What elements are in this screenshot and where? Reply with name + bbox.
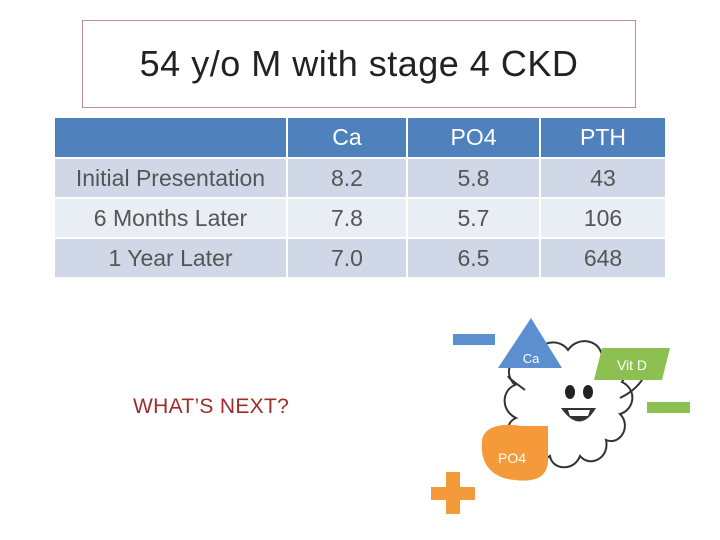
header-empty: [55, 118, 288, 159]
row-label: 6 Months Later: [55, 198, 288, 239]
right-eye-icon: [583, 385, 593, 399]
plus-icon: [431, 472, 475, 514]
po4-label: PO4: [498, 450, 526, 466]
ca-value: 7.0: [287, 238, 408, 279]
table-row: Initial Presentation 8.2 5.8 43: [55, 158, 667, 199]
minus-icon: [453, 334, 495, 345]
po4-value: 5.7: [407, 198, 541, 239]
vitd-shape-icon: [594, 348, 670, 380]
ca-value: 8.2: [287, 158, 408, 199]
ca-value: 7.8: [287, 198, 408, 239]
pth-value: 106: [540, 198, 667, 239]
left-eye-icon: [565, 385, 575, 399]
table-row: 6 Months Later 7.8 5.7 106: [55, 198, 667, 239]
pth-value: 43: [540, 158, 667, 199]
po4-value: 5.8: [407, 158, 541, 199]
table-header-row: Ca PO4 PTH: [55, 118, 667, 159]
row-label: Initial Presentation: [55, 158, 288, 199]
lab-values-table: Ca PO4 PTH Initial Presentation 8.2 5.8 …: [55, 118, 667, 279]
po4-value: 6.5: [407, 238, 541, 279]
ca-triangle-icon: [498, 318, 562, 368]
row-label: 1 Year Later: [55, 238, 288, 279]
header-po4: PO4: [407, 118, 541, 159]
header-ca: Ca: [287, 118, 408, 159]
whats-next-text: WHAT’S NEXT?: [133, 395, 290, 418]
teeth-icon: [568, 410, 590, 416]
header-pth: PTH: [540, 118, 667, 159]
ca-label: Ca: [523, 351, 540, 366]
table-row: 1 Year Later 7.0 6.5 648: [55, 238, 667, 279]
left-arm-icon: [507, 375, 526, 391]
right-arm-icon: [619, 379, 643, 399]
po4-blob-icon: [481, 424, 548, 481]
pth-value: 648: [540, 238, 667, 279]
title-box: 54 y/o M with stage 4 CKD: [82, 20, 636, 108]
parathyroid-illustration: Ca Vit D PO4: [431, 318, 690, 514]
vitd-label: Vit D: [617, 357, 647, 373]
slide-title: 54 y/o M with stage 4 CKD: [139, 43, 579, 84]
minus-icon: [647, 402, 690, 413]
